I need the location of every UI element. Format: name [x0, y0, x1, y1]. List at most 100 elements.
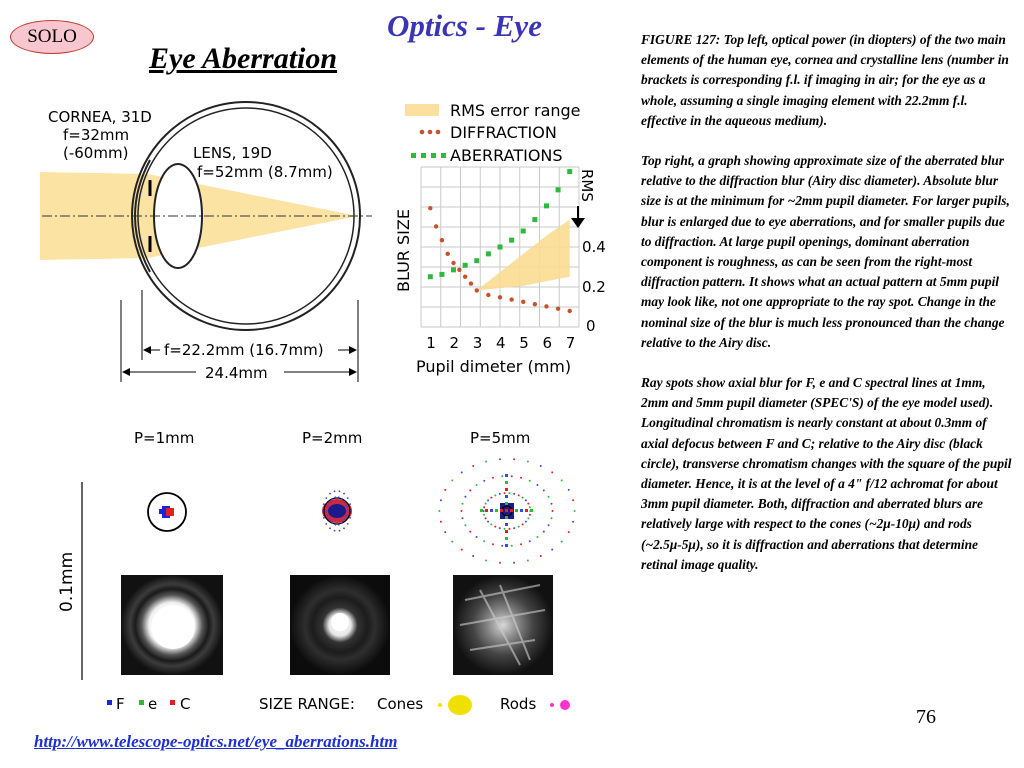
ray-dot — [439, 520, 442, 523]
ray-dot — [350, 510, 352, 512]
ray-dot — [547, 495, 550, 498]
ray-spot-panel: P=1mm P=2mm P=5mm 0.1mm — [57, 429, 576, 715]
ray-dot — [530, 509, 533, 512]
ray-dot — [501, 475, 504, 478]
ray-dot — [460, 471, 463, 474]
ray-dot — [521, 496, 524, 499]
ray-dot — [526, 460, 529, 463]
cones-label: Cones — [377, 695, 423, 713]
legend-c-label: C — [180, 695, 190, 713]
cone-size-small — [438, 703, 442, 707]
ray-dot — [341, 497, 343, 500]
aberration-point — [532, 217, 538, 223]
aberration-point — [497, 244, 503, 250]
rod-size-large — [560, 700, 570, 710]
ray-dot — [498, 458, 501, 461]
source-link[interactable]: http://www.telescope-optics.net/eye_aber… — [34, 732, 398, 751]
ray-dot — [338, 529, 341, 532]
aberration-point — [451, 267, 457, 273]
eye-focal-length: f=22.2mm (16.7mm) — [164, 341, 324, 359]
aberration-point — [509, 237, 515, 243]
ray-dot — [550, 517, 553, 520]
caption-paragraph-3: Ray spots show axial blur for F, e and C… — [641, 375, 1012, 572]
ray-dot — [439, 499, 442, 502]
ray-dot — [490, 523, 493, 526]
cornea-focal-length: f=32mm — [63, 126, 129, 144]
ray-dot — [526, 559, 529, 562]
ray-dot — [345, 514, 348, 517]
ray-dot — [517, 494, 520, 497]
ray-dot — [483, 540, 486, 543]
aberration-point — [474, 258, 480, 264]
ray-dot — [469, 489, 472, 492]
cornea-label: CORNEA, 31D — [48, 108, 152, 126]
ray-dot — [513, 527, 516, 530]
ray-dot — [567, 531, 570, 534]
ray-dot — [547, 524, 550, 527]
ray-dot — [528, 513, 531, 516]
ray-dot — [349, 503, 352, 506]
ray-dot — [485, 559, 488, 562]
ray-dot — [341, 522, 343, 525]
diffraction-point — [474, 288, 479, 293]
ray-dot — [326, 510, 329, 512]
ray-dot — [508, 527, 511, 530]
ray-dot — [343, 492, 345, 495]
ray-dot — [572, 520, 575, 523]
ray-dot — [551, 471, 554, 474]
diffraction-point — [544, 304, 549, 309]
ray-dot — [567, 488, 570, 491]
ray-dot — [328, 519, 331, 521]
pupil-label-5mm: P=5mm — [470, 429, 530, 447]
diffraction-point — [462, 274, 468, 279]
ray-dot — [494, 494, 497, 497]
ray-dot — [550, 502, 553, 505]
lens-focal-length: f=52mm (8.7mm) — [197, 163, 333, 181]
ray-dot — [505, 488, 508, 491]
y2-tick-1: 0.2 — [582, 278, 606, 296]
ray-dot — [469, 530, 472, 533]
diffraction-point — [486, 292, 491, 298]
ray-dot — [500, 509, 503, 512]
ray-dot — [527, 517, 530, 520]
ray-dot — [527, 502, 530, 505]
blur-chart: RMS error range DIFFRACTION ABERRATIONS … — [394, 101, 606, 376]
legend-rms-swatch — [405, 104, 439, 116]
diffraction-pattern-5mm-speckle — [459, 584, 546, 666]
ray-dot — [475, 536, 478, 539]
ray-dot — [505, 516, 508, 519]
ray-dot — [345, 505, 348, 508]
y-axis-label: BLUR SIZE — [394, 209, 413, 292]
diffraction-point — [451, 260, 456, 266]
aberration-point — [543, 203, 549, 209]
ray-dot — [505, 537, 508, 540]
legend-aberrations-swatch — [411, 153, 446, 158]
ray-dot — [333, 529, 336, 532]
ray-dot — [498, 561, 501, 564]
ray-dot — [349, 516, 352, 519]
ray-dot — [487, 499, 490, 502]
aberration-point — [427, 274, 433, 280]
ray-dot — [505, 474, 508, 477]
ray-dot — [329, 492, 331, 495]
ray-dot — [334, 496, 337, 499]
ray-dot — [513, 561, 516, 564]
ray-dot — [472, 464, 475, 467]
aberration-point — [567, 169, 573, 175]
legend-e-swatch — [139, 700, 144, 705]
ray-dot — [451, 479, 454, 482]
aberration-point — [520, 228, 526, 234]
ray-dot — [343, 519, 346, 521]
ray-dot — [528, 479, 531, 482]
ray-dot — [573, 510, 576, 512]
ray-dot — [325, 522, 328, 525]
ray-dot — [513, 492, 516, 495]
ray-dot — [510, 475, 513, 478]
rms-arrow-head — [571, 218, 585, 228]
ray-dot — [495, 509, 498, 512]
page-title: Optics - Eye — [387, 8, 542, 43]
diffraction-point — [439, 237, 445, 243]
ray-dot — [520, 509, 523, 512]
ray-dot — [520, 476, 523, 479]
